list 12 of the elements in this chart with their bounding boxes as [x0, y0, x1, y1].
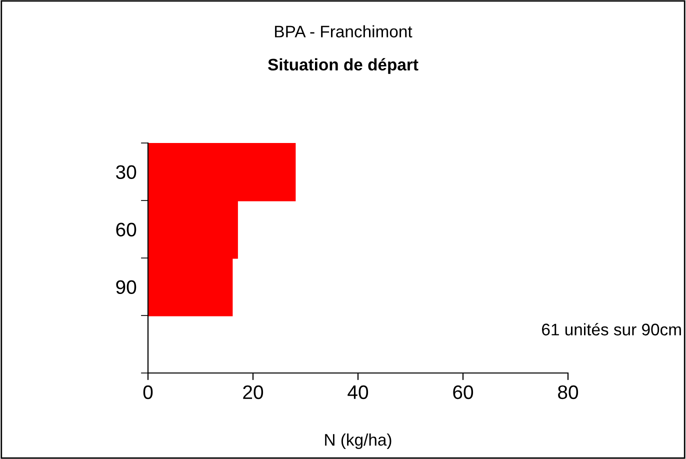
x-tick-label: 80 [558, 385, 578, 400]
y-tick-label: 90 [116, 280, 136, 294]
x-tick-label: 0 [143, 385, 153, 400]
y-tick-label: 30 [116, 165, 136, 179]
annotation: 61 unités sur 90cm [542, 323, 681, 336]
x-tick-label: 20 [243, 385, 264, 400]
x-tick-label: 40 [348, 385, 368, 400]
x-axis-title: N (kg/ha) [325, 433, 392, 450]
y-tick-label: 60 [116, 222, 136, 236]
chart-title: BPA - Franchimont [275, 25, 412, 38]
chart-subtitle: Situation de départ [268, 58, 418, 74]
x-tick-label: 60 [453, 385, 474, 400]
